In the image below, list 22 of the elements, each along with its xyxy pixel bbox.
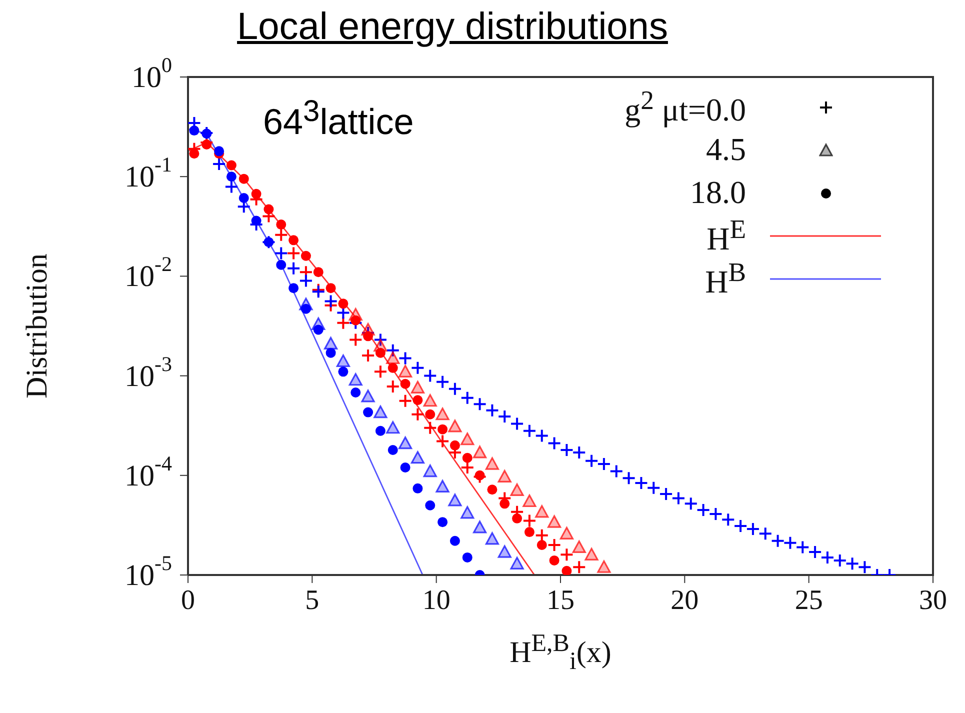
- legend-label: H$^{E}$: [706, 214, 746, 258]
- chart-title: Local energy distributions: [236, 6, 669, 49]
- x-axis-title: H$^{E,B}$$_{i}$(x): [508, 630, 612, 676]
- annotation: 64$^{3}$lattice: [263, 95, 414, 143]
- y-axis-title: Distribution: [20, 253, 54, 399]
- y-tick-label: 10$^{-1}$: [124, 152, 172, 194]
- x-tick-label: 20: [670, 585, 699, 616]
- x-tick-label: 25: [794, 585, 823, 616]
- y-tick-label: 10$^{-2}$: [124, 252, 172, 293]
- x-tick-label: 0: [181, 585, 195, 616]
- annotation: 18.0: [690, 174, 746, 211]
- x-tick-label: 30: [919, 585, 947, 616]
- y-tick-label: 10$^{-5}$: [124, 551, 172, 592]
- x-tick-label: 15: [546, 585, 574, 616]
- annotation: 4.5: [706, 131, 746, 168]
- x-tick-label: 5: [305, 585, 320, 616]
- y-tick-label: 10$^{0}$: [132, 53, 172, 94]
- y-tick-label: 10$^{-4}$: [124, 451, 172, 492]
- legend-label: H$^{B}$: [705, 256, 746, 300]
- x-tick-label: 10: [422, 585, 450, 616]
- annotation: g$^{2}$ μt=0.0: [624, 84, 746, 128]
- y-tick-label: 10$^{-3}$: [124, 352, 172, 392]
